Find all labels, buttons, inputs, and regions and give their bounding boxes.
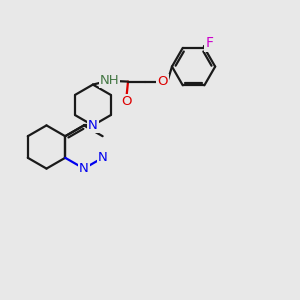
Text: NH: NH (100, 74, 119, 87)
Text: O: O (157, 75, 168, 88)
Text: O: O (121, 94, 132, 108)
Text: N: N (88, 119, 98, 132)
Text: F: F (206, 36, 214, 50)
Text: N: N (98, 151, 107, 164)
Text: N: N (79, 162, 89, 175)
